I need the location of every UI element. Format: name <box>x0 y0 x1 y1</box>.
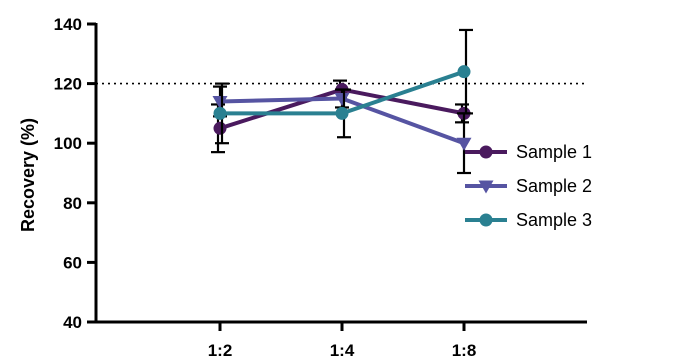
data-point <box>213 121 227 135</box>
x-tick-label: 1:8 <box>452 341 477 360</box>
y-tick-label: 100 <box>54 134 82 153</box>
y-tick-label: 80 <box>63 194 82 213</box>
legend: Sample 1 Sample 2 Sample 3 <box>465 142 592 230</box>
x-tick-label: 1:2 <box>208 341 233 360</box>
data-point <box>334 93 350 106</box>
y-tick-label: 60 <box>63 253 82 272</box>
data-point <box>212 95 228 109</box>
y-tick-label: 140 <box>54 15 82 34</box>
legend-item-3: Sample 3 <box>465 210 592 230</box>
legend-label: Sample 1 <box>516 142 592 162</box>
y-tick-label: 40 <box>63 313 82 332</box>
y-tick-label: 120 <box>54 75 82 94</box>
data-point <box>456 137 472 151</box>
legend-marker <box>479 213 493 227</box>
data-point <box>335 106 349 120</box>
legend-label: Sample 2 <box>516 176 592 196</box>
legend-item-1: Sample 1 <box>465 142 592 162</box>
legend-label: Sample 3 <box>516 210 592 230</box>
axes: 40 60 80 100 120 140 1:2 1:4 1:8 <box>54 15 587 360</box>
data-point <box>457 65 471 79</box>
y-axis-title: Recovery (%) <box>18 118 38 232</box>
series-3 <box>213 28 473 145</box>
x-tick-label: 1:4 <box>330 341 355 360</box>
legend-item-2: Sample 2 <box>465 176 592 196</box>
legend-marker <box>479 145 493 159</box>
series-layer <box>211 28 473 175</box>
series-2 <box>212 85 472 175</box>
data-point <box>213 106 227 120</box>
legend-marker <box>478 180 494 194</box>
